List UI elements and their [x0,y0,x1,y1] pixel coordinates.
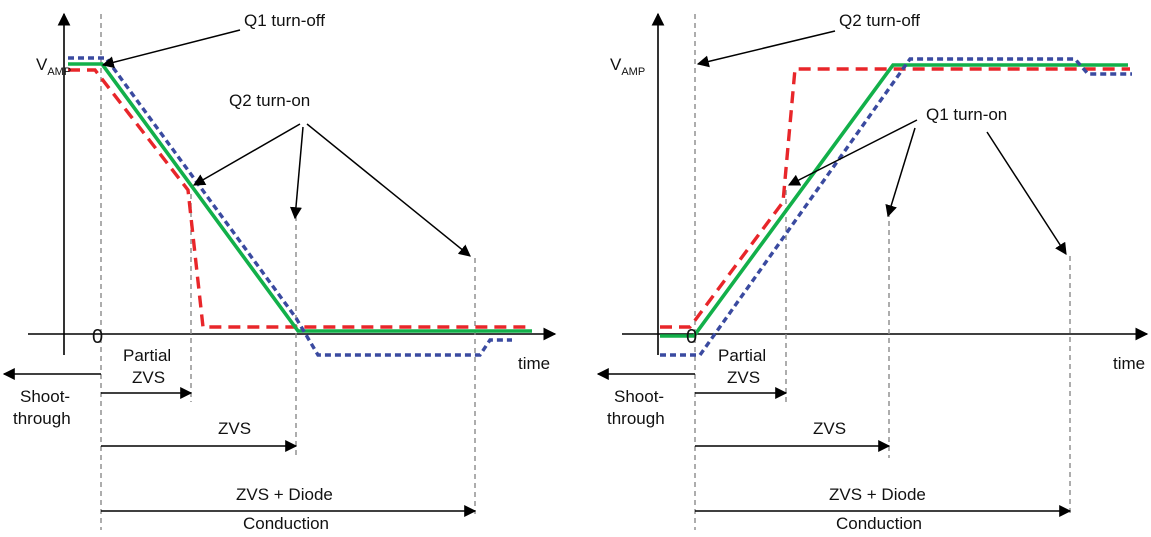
left-green-waveform [68,62,532,333]
left-partial-label-1: Partial [123,346,171,365]
left-diode-label-1: ZVS + Diode [236,485,333,504]
left-shoot-label-2: through [13,409,71,428]
right-diode-label-2: Conduction [836,514,922,533]
right-partial-label-2: ZVS [727,368,760,387]
right-turnoff-arrow [696,30,836,68]
right-turnon-arrow-2 [885,127,916,218]
right-diode-label-1: ZVS + Diode [829,485,926,504]
left-partial-label-2: ZVS [132,368,165,387]
right-turnoff-label: Q2 turn-off [839,11,920,30]
left-shoot-label-1: Shoot- [20,387,70,406]
left-blue-waveform [68,56,512,357]
right-zero-label: 0 [686,326,697,348]
left-diode-label-2: Conduction [243,514,329,533]
left-turnon-arrow-1 [192,123,301,186]
right-green-waveform [660,63,1128,338]
left-red-waveform [68,68,532,329]
right-vamp-label: VAMP [610,55,645,78]
right-partial-label-1: Partial [718,346,766,365]
left-turnon-arrow-2 [289,126,304,220]
left-turnon-label: Q2 turn-on [229,91,310,110]
left-turnon-arrow-3 [306,123,471,257]
left-turnoff-arrow [101,29,241,69]
right-shoot-label-1: Shoot- [614,387,664,406]
right-turnon-arrow-1 [787,119,918,186]
right-zvs-label: ZVS [813,419,846,438]
left-vamp-label: VAMP [36,55,71,78]
left-zero-label: 0 [92,326,103,348]
left-zvs-label: ZVS [218,419,251,438]
right-turnon-arrow-3 [986,131,1067,256]
left-time-label: time [518,354,550,373]
right-time-label: time [1113,354,1145,373]
right-blue-waveform [660,57,1132,357]
right-turnon-label: Q1 turn-on [926,105,1007,124]
right-panel: VAMP 0 time Q2 turn-off Q1 turn-on Shoot… [596,11,1149,533]
left-turnoff-label: Q1 turn-off [244,11,325,30]
right-shoot-label-2: through [607,409,665,428]
left-panel: VAMP 0 time Q1 turn-off Q2 turn-on Shoot… [2,11,557,533]
right-red-waveform [660,67,1130,329]
